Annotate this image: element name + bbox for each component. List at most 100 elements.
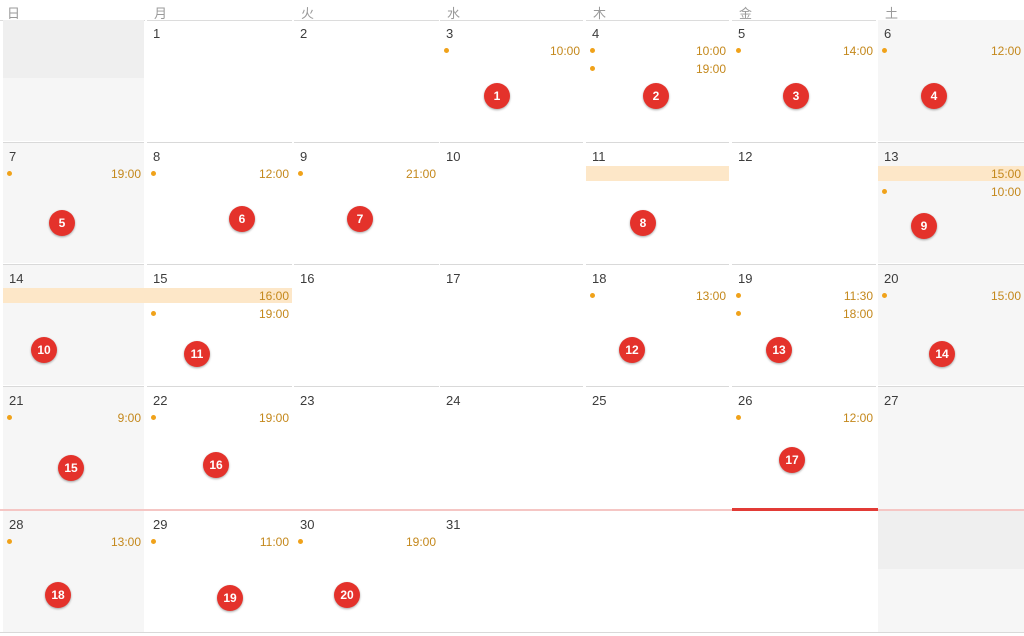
calendar-event[interactable]: 15:00: [878, 288, 1024, 304]
calendar-event[interactable]: 10:00: [440, 43, 583, 59]
empty-day-placeholder: [3, 20, 144, 78]
calendar-event[interactable]: 19:00: [3, 166, 144, 182]
day-number: 8: [153, 149, 161, 164]
calendar-event[interactable]: 11:30: [732, 288, 876, 304]
annotation-badge: 15: [58, 455, 84, 481]
annotation-badge: 18: [45, 582, 71, 608]
event-title: [892, 289, 977, 302]
calendar-event[interactable]: 9:00: [3, 410, 144, 426]
event-time: 13:00: [110, 535, 141, 549]
event-time: 9:00: [117, 411, 141, 425]
day-cell[interactable]: 31: [440, 511, 583, 632]
event-time: 19:00: [110, 167, 141, 181]
calendar-event[interactable]: 18:00: [732, 306, 876, 322]
day-cell[interactable]: 16: [294, 264, 439, 385]
day-cell-weekend[interactable]: 27: [878, 386, 1024, 509]
day-cell[interactable]: 12: [732, 142, 876, 263]
day-cell[interactable]: 15 19:00: [147, 264, 292, 385]
day-cell[interactable]: 29 11:00: [147, 511, 292, 632]
day-cell[interactable]: 24: [440, 386, 583, 509]
event-title: [161, 411, 246, 424]
day-number: 1: [153, 26, 161, 41]
event-time: 10:00: [695, 44, 726, 58]
day-cell[interactable]: 30 19:00: [294, 511, 439, 632]
event-dot-icon: [7, 415, 12, 420]
day-cell[interactable]: 10: [440, 142, 583, 263]
day-cell[interactable]: 17: [440, 264, 583, 385]
event-time: 15:00: [990, 167, 1021, 181]
annotation-badge: 11: [184, 341, 210, 367]
day-number: 5: [738, 26, 746, 41]
event-title: [746, 44, 831, 57]
annotation-badge: 5: [49, 210, 75, 236]
event-title: [746, 411, 831, 424]
calendar-event[interactable]: 12:00: [147, 166, 292, 182]
calendar-event[interactable]: 19:00: [147, 410, 292, 426]
event-dot-icon: [298, 539, 303, 544]
event-time: 14:00: [842, 44, 873, 58]
event-time: 11:00: [259, 535, 289, 549]
day-number: 30: [300, 517, 315, 532]
all-day-event[interactable]: [586, 166, 729, 181]
event-title: [308, 535, 393, 548]
event-title: [746, 307, 831, 320]
day-cell-weekend[interactable]: 13 15:00 10:00: [878, 142, 1024, 263]
calendar-event[interactable]: 11:00: [147, 534, 292, 550]
calendar-event[interactable]: 10:00: [878, 184, 1024, 200]
calendar-event[interactable]: 12:00: [732, 410, 876, 426]
day-cell-weekend[interactable]: 21 9:00: [3, 386, 144, 509]
day-cell-weekend[interactable]: 20 15:00: [878, 264, 1024, 385]
day-cell[interactable]: 8 12:00: [147, 142, 292, 263]
weekday-header-wed: 水: [440, 0, 583, 21]
day-cell[interactable]: 11: [586, 142, 729, 263]
day-cell[interactable]: 23: [294, 386, 439, 509]
day-cell[interactable]: 18 13:00: [586, 264, 729, 385]
day-cell[interactable]: 9 21:00: [294, 142, 439, 263]
weekday-label: 水: [447, 6, 461, 21]
day-number: 31: [446, 517, 461, 532]
day-cell[interactable]: 4 10:00 19:00: [586, 20, 729, 141]
calendar-event[interactable]: 21:00: [294, 166, 439, 182]
day-cell[interactable]: 1: [147, 20, 292, 141]
day-cell[interactable]: 3 10:00: [440, 20, 583, 141]
day-cell[interactable]: 2: [294, 20, 439, 141]
event-time: 18:00: [842, 307, 873, 321]
day-cell-today[interactable]: 26 12:00: [732, 386, 876, 509]
day-cell[interactable]: 19 11:30 18:00: [732, 264, 876, 385]
day-number: 17: [446, 271, 461, 286]
day-cell[interactable]: 22 19:00: [147, 386, 292, 509]
annotation-badge: 9: [911, 213, 937, 239]
day-cell-weekend[interactable]: 28 13:00: [3, 511, 144, 632]
event-title: [600, 289, 685, 302]
calendar-event[interactable]: 13:00: [3, 534, 144, 550]
weekday-header-thu: 木: [586, 0, 729, 21]
day-cell-weekend[interactable]: 14: [3, 264, 144, 385]
day-cell[interactable]: 25: [586, 386, 729, 509]
day-number: 21: [9, 393, 24, 408]
calendar-event[interactable]: 13:00: [586, 288, 729, 304]
calendar-event[interactable]: 10:00: [586, 43, 729, 59]
calendar-event[interactable]: 12:00: [878, 43, 1024, 59]
day-cell[interactable]: 5 14:00: [732, 20, 876, 141]
event-dot-icon: [590, 66, 595, 71]
day-cell-weekend[interactable]: 7 19:00: [3, 142, 144, 263]
event-title: [17, 535, 102, 548]
day-cell-weekend[interactable]: 6 12:00: [878, 20, 1024, 141]
annotation-badge: 17: [779, 447, 805, 473]
annotation-badge: 8: [630, 210, 656, 236]
calendar-event[interactable]: 19:00: [586, 61, 729, 77]
event-dot-icon: [882, 293, 887, 298]
calendar-event[interactable]: 19:00: [294, 534, 439, 550]
multi-day-event[interactable]: 16:00: [3, 288, 292, 303]
calendar-event[interactable]: 19:00: [147, 306, 292, 322]
day-number: 23: [300, 393, 315, 408]
event-time: 10:00: [990, 185, 1021, 199]
annotation-badge: 4: [921, 83, 947, 109]
all-day-event[interactable]: 15:00: [878, 166, 1024, 181]
calendar-event[interactable]: 14:00: [732, 43, 876, 59]
event-time: 10:00: [549, 44, 580, 58]
event-dot-icon: [736, 48, 741, 53]
day-number: 11: [592, 149, 606, 164]
event-title: [600, 44, 685, 57]
event-time: 12:00: [990, 44, 1021, 58]
